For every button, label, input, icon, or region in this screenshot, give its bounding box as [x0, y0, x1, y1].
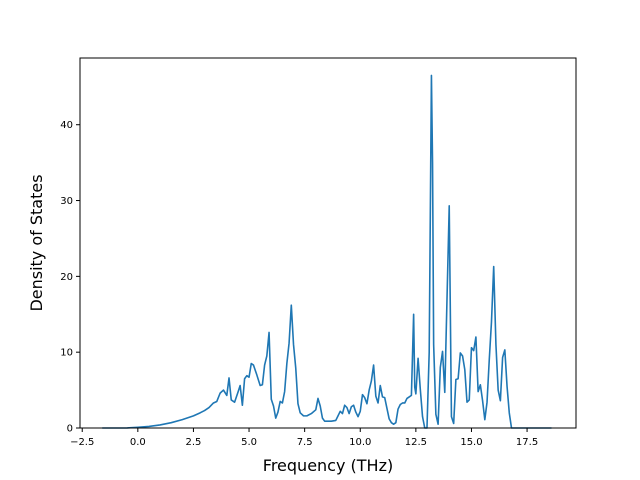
x-tick-label: 15.0	[460, 437, 482, 448]
x-tick-label: 2.5	[185, 437, 201, 448]
y-tick-label: 30	[60, 196, 73, 207]
axes-layer: −2.5 0.0 2.5 5.0 7.5 10.0 12.5 15.0 17.5 0 10 20 30 4…	[60, 120, 538, 448]
y-tick-label: 40	[60, 120, 73, 131]
x-tick-label: 5.0	[241, 437, 257, 448]
y-tick-label: 10	[60, 348, 73, 359]
x-tick-label: 7.5	[297, 437, 313, 448]
series-layer	[102, 74, 552, 429]
x-tick-label: 17.5	[516, 437, 538, 448]
plot-frame	[79, 57, 577, 429]
y-axis-label: Density of States	[27, 174, 46, 311]
x-tick-label: 0.0	[130, 437, 146, 448]
x-tick-label: 12.5	[405, 437, 427, 448]
plot-area	[80, 58, 576, 428]
y-tick-label: 20	[60, 272, 73, 283]
dos-series-line	[102, 74, 552, 429]
x-tick-label: 10.0	[349, 437, 371, 448]
x-tick-label: −2.5	[70, 437, 94, 448]
y-tick-label: 0	[67, 424, 73, 435]
x-axis-label: Frequency (THz)	[263, 456, 393, 475]
